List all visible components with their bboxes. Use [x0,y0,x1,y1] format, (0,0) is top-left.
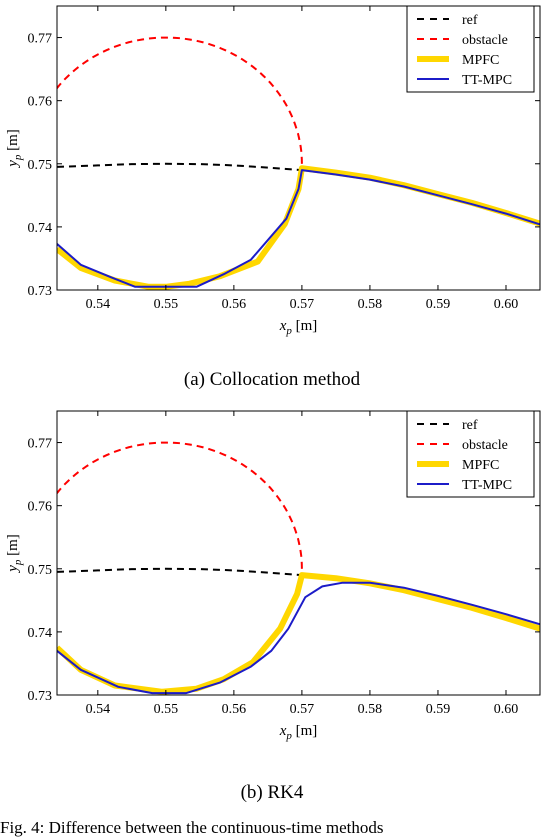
series-line-mpfc [57,572,540,695]
x-tick-label: 0.54 [86,297,111,312]
legend-label-tt-mpc: TT-MPC [462,73,512,88]
y-tick-label: 0.77 [28,32,53,47]
y-tick-label: 0.75 [28,563,53,578]
x-axis-label: xp [m] [279,723,318,742]
y-tick-label: 0.74 [28,221,53,236]
series-line-ref [57,162,302,172]
series-line-tt-mpc [57,581,540,695]
x-tick-label: 0.55 [154,702,179,717]
panel-rk4: 0.54 0.55 0.56 0.57 0.58 0.59 0.60 0.73 0.74 0.75… [0,405,544,815]
y-tick-label: 0.73 [28,284,53,299]
series-line-obstacle [57,441,303,569]
series-line-tt-mpc [57,169,540,288]
x-tick-label: 0.57 [290,297,315,312]
legend-label-ref: ref [462,418,478,433]
x-tick-label: 0.56 [222,702,247,717]
legend-label-tt-mpc: TT-MPC [462,478,512,493]
chart-collocation: 0.54 0.55 0.56 0.57 0.58 0.59 0.60 0.73 0.74 0.75… [5,5,541,337]
legend-label-mpfc: MPFC [462,458,499,473]
x-tick-label: 0.57 [290,702,315,717]
x-tick-label: 0.59 [426,297,451,312]
x-tick-label: 0.58 [358,297,383,312]
series-line-ref [57,567,302,577]
x-tick-label: 0.58 [358,702,383,717]
legend-box [406,5,535,93]
series-line-obstacle [57,36,303,164]
plot-frame [56,5,541,291]
y-tick-label: 0.75 [28,158,53,173]
x-tick-label: 0.55 [154,297,179,312]
plot-frame [56,410,541,696]
legend: ref obstacle MPFC TT-MPC [406,5,535,93]
figure-caption: Fig. 4: Difference between the continuou… [0,818,384,837]
legend-label-mpfc: MPFC [462,53,499,68]
plot-area [57,36,540,290]
x-tick-label: 0.60 [494,297,519,312]
caption-collocation: (a) Collocation method [183,369,361,390]
legend-label-ref: ref [462,13,478,28]
x-tick-label: 0.56 [222,297,247,312]
y-axis-label: yp [m] [5,534,24,574]
chart-rk4: 0.54 0.55 0.56 0.57 0.58 0.59 0.60 0.73 0.74 0.75… [5,410,541,742]
y-tick-label: 0.76 [28,500,53,515]
legend: ref obstacle MPFC TT-MPC [406,410,535,498]
legend-label-obstacle: obstacle [462,33,508,48]
panel-collocation: 0.54 0.55 0.56 0.57 0.58 0.59 0.60 0.73 0.74 0.75… [0,0,544,405]
y-tick-label: 0.74 [28,626,53,641]
legend-label-obstacle: obstacle [462,438,508,453]
caption-rk4: (b) RK4 [240,782,304,803]
y-tick-label: 0.77 [28,437,53,452]
x-tick-label: 0.60 [494,702,519,717]
x-axis-label: xp [m] [279,318,318,337]
legend-box [406,410,535,498]
x-tick-label: 0.54 [86,702,111,717]
y-axis-label: yp [m] [5,129,24,169]
x-tick-label: 0.59 [426,702,451,717]
y-tick-label: 0.76 [28,95,53,110]
plot-area [57,441,540,695]
y-tick-label: 0.73 [28,689,53,704]
